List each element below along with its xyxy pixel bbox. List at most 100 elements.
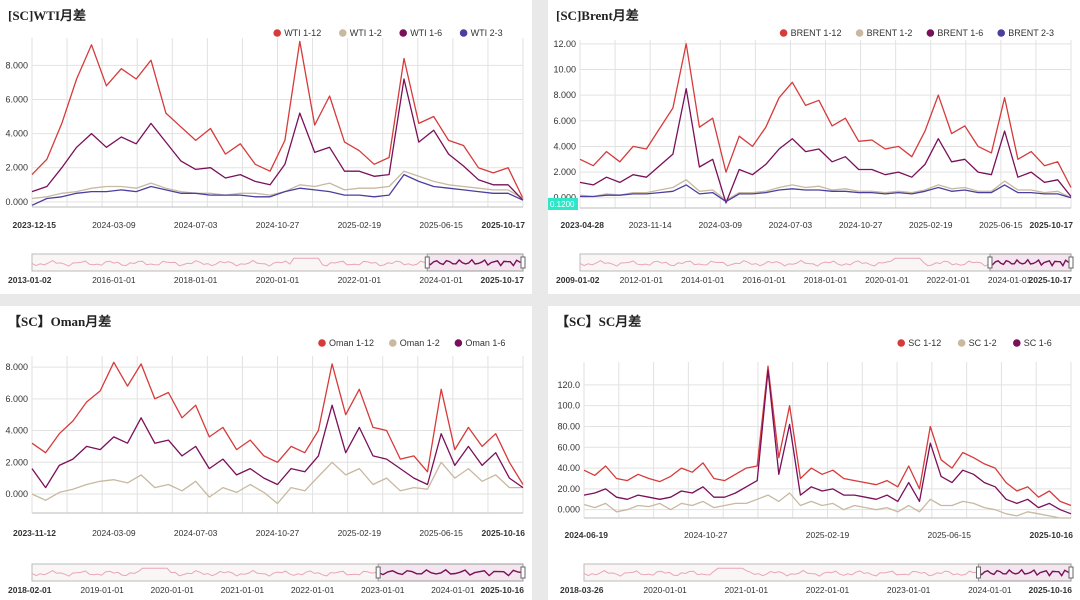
- legend-label: SC 1-6: [1024, 338, 1052, 348]
- navigator-handle-left[interactable]: [987, 256, 993, 269]
- wti-spread-chart[interactable]: 0.000 2.000 4.000 6.000 8.000 2023-12-15 2024-…: [0, 0, 532, 294]
- legend-marker[interactable]: [318, 339, 326, 347]
- y-tick-label: 0.000: [5, 489, 28, 499]
- navigator-handle-left[interactable]: [375, 566, 381, 579]
- y-tick-label: 2.000: [5, 163, 28, 173]
- y-tick-label: 60.00: [557, 442, 580, 452]
- legend-label: WTI 1-12: [284, 28, 321, 38]
- series-line-brent-1-2[interactable]: [579, 179, 1072, 201]
- series-line-sc-1-6[interactable]: [583, 369, 1072, 515]
- brent-spread-chart[interactable]: 0.000 2.000 4.000 6.000 8.000 10.00 12.00 2023-…: [548, 0, 1080, 294]
- legend-marker[interactable]: [997, 29, 1005, 37]
- navigator-date-label: 2013-01-02: [8, 275, 52, 285]
- range-navigator[interactable]: [583, 563, 1074, 582]
- series-line-brent-1-6[interactable]: [579, 88, 1072, 204]
- series-line-oman-1-6[interactable]: [31, 404, 524, 489]
- navigator-date-label: 2022-01-01: [806, 585, 850, 595]
- navigator-handle-right[interactable]: [520, 566, 526, 579]
- navigator-date-label: 2014-01-01: [681, 275, 725, 285]
- chart-title: [SC]WTI月差: [8, 8, 87, 23]
- x-tick-label: 2025-06-15: [979, 220, 1023, 230]
- y-tick-label: 6.000: [553, 116, 576, 126]
- y-tick-label: 40.00: [557, 463, 580, 473]
- navigator-date-label: 2024-01-01: [988, 275, 1032, 285]
- chart-title: 【SC】SC月差: [556, 314, 642, 329]
- y-tick-label: 8.000: [5, 60, 28, 70]
- navigator-window[interactable]: [977, 563, 1072, 582]
- y-tick-label: 120.0: [557, 380, 580, 390]
- navigator-handle-left[interactable]: [424, 256, 430, 269]
- navigator-date-label: 2022-01-01: [927, 275, 971, 285]
- navigator-window[interactable]: [377, 563, 524, 582]
- grid: [583, 362, 1072, 518]
- navigator-date-label: 2024-01-01: [419, 275, 463, 285]
- y-tick-label: 0.000: [5, 197, 28, 207]
- legend-label: Oman 1-2: [400, 338, 440, 348]
- legend-marker[interactable]: [389, 339, 397, 347]
- series-line-brent-1-12[interactable]: [579, 43, 1072, 188]
- series-line-sc-1-2[interactable]: [583, 492, 1071, 519]
- navigator-handle-left[interactable]: [975, 566, 981, 579]
- range-navigator[interactable]: [31, 253, 526, 272]
- legend-marker[interactable]: [399, 29, 408, 37]
- navigator-date-label: 2016-01-01: [92, 275, 136, 285]
- series-line-oman-1-2[interactable]: [31, 461, 523, 505]
- legend-marker[interactable]: [339, 29, 347, 37]
- navigator-date-label: 2018-02-01: [8, 585, 52, 595]
- x-tick-label: 2024-06-19: [565, 530, 609, 540]
- sc-spread-panel: 【SC】SC月差 0.000 20.00 40.00 60.00 80.00 100.0 1…: [548, 306, 1080, 600]
- navigator-window-line: [426, 258, 524, 267]
- legend-label: Oman 1-12: [329, 338, 374, 348]
- y-tick-label: 8.000: [5, 362, 28, 372]
- y-tick-label: 4.000: [553, 141, 576, 151]
- range-navigator[interactable]: [579, 253, 1074, 272]
- legend-marker[interactable]: [779, 29, 788, 37]
- navigator-window[interactable]: [426, 253, 524, 272]
- navigator-handle-right[interactable]: [520, 256, 526, 269]
- x-tick-label: 2024-07-03: [174, 528, 218, 538]
- navigator-date-label: 2024-01-01: [968, 585, 1012, 595]
- legend-marker[interactable]: [957, 339, 966, 347]
- series-line-wti-1-2[interactable]: [31, 170, 524, 200]
- sc-spread-chart[interactable]: 0.000 20.00 40.00 60.00 80.00 100.0 120.0 2024-…: [548, 306, 1080, 600]
- navigator-date-label: 2020-01-01: [256, 275, 300, 285]
- series-line-wti-1-12[interactable]: [31, 40, 524, 199]
- x-tick-label: 2025-02-19: [909, 220, 953, 230]
- x-tick-label: 2025-02-19: [338, 220, 382, 230]
- x-tick-label: 2025-10-16: [482, 528, 526, 538]
- legend-marker[interactable]: [459, 29, 468, 37]
- series-line-wti-1-6[interactable]: [31, 78, 524, 201]
- legend-label: SC 1-12: [908, 338, 941, 348]
- navigator-window-line: [989, 258, 1072, 267]
- navigator-date-label: 2021-01-01: [725, 585, 769, 595]
- series-line-wti-2-3[interactable]: [31, 173, 524, 206]
- range-navigator[interactable]: [31, 563, 526, 582]
- navigator-window[interactable]: [989, 253, 1072, 272]
- navigator-date-label: 2019-01-01: [80, 585, 124, 595]
- navigator-date-label: 2022-01-01: [338, 275, 382, 285]
- legend-label: WTI 2-3: [471, 28, 503, 38]
- x-tick-label: 2023-12-15: [13, 220, 57, 230]
- legend-marker[interactable]: [926, 29, 935, 37]
- navigator-date-label: 2023-01-01: [361, 585, 405, 595]
- oman-spread-chart[interactable]: 0.000 2.000 4.000 6.000 8.000 2023-11-12 2024-…: [0, 306, 532, 600]
- navigator-handle-right[interactable]: [1068, 256, 1074, 269]
- chart-title: [SC]Brent月差: [556, 8, 639, 23]
- legend-marker[interactable]: [855, 29, 864, 37]
- series-line-sc-1-12[interactable]: [583, 365, 1072, 507]
- x-tick-label: 2025-10-16: [1030, 530, 1074, 540]
- legend-label: SC 1-2: [969, 338, 997, 348]
- legend-marker[interactable]: [273, 29, 282, 37]
- wti-spread-panel: [SC]WTI月差 0.000 2.000 4.000 6.000 8.000 2023-…: [0, 0, 532, 294]
- series-line-oman-1-12[interactable]: [31, 361, 524, 485]
- legend-marker[interactable]: [1013, 339, 1021, 347]
- navigator-date-label: 2009-01-02: [556, 275, 600, 285]
- y-tick-label: 100.0: [557, 401, 580, 411]
- navigator-date-label: 2012-01-01: [620, 275, 664, 285]
- navigator-window-line: [377, 568, 524, 577]
- series-line-brent-2-3[interactable]: [580, 184, 1072, 203]
- legend-marker[interactable]: [454, 339, 463, 347]
- navigator-handle-right[interactable]: [1068, 566, 1074, 579]
- navigator-date-label: 2025-10-16: [481, 585, 525, 595]
- legend-marker[interactable]: [897, 339, 905, 347]
